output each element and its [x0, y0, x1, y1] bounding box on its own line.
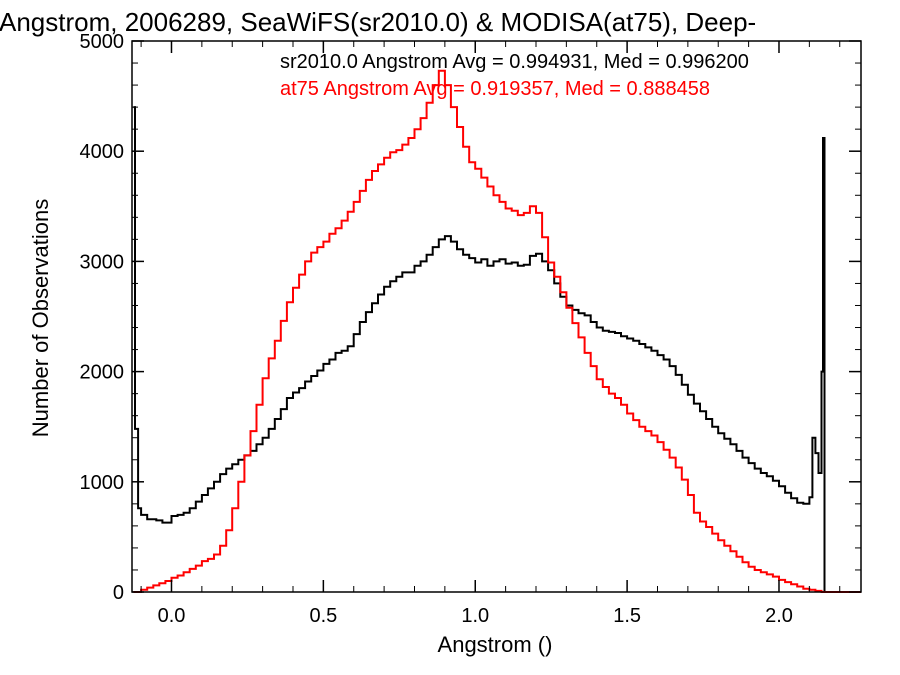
y-tick-label: 0 — [113, 582, 124, 604]
x-tick-label: 2.0 — [765, 605, 793, 627]
plot-series-group — [133, 69, 861, 593]
y-tick-label: 2000 — [80, 362, 125, 384]
stats-label-at75: at75 Angstrom Avg = 0.919357, Med = 0.88… — [280, 78, 710, 100]
x-axis-label: Angstrom () — [438, 632, 553, 657]
plot-frame — [131, 40, 862, 593]
y-tick-label: 3000 — [80, 251, 125, 273]
series-line-at75 — [133, 69, 861, 593]
y-tick-label: 4000 — [80, 141, 125, 163]
chart-title: Angstrom, 2006289, SeaWiFS(sr2010.0) & M… — [0, 7, 756, 37]
stats-label-sr2010: sr2010.0 Angstrom Avg = 0.994931, Med = … — [280, 51, 749, 73]
y-tick-label: 1000 — [80, 472, 125, 494]
x-tick-label: 1.5 — [613, 605, 641, 627]
y-tick-label: 5000 — [80, 31, 125, 53]
y-axis-label: Number of Observations — [28, 199, 53, 437]
x-tick-label: 0.5 — [309, 605, 337, 627]
x-tick-label: 0.0 — [158, 605, 186, 627]
x-tick-label: 1.0 — [461, 605, 489, 627]
axes-group: 0.0 0.5 1.0 1.5 2.0 0 1000 2000 3000 4000 5000 — [80, 31, 862, 627]
